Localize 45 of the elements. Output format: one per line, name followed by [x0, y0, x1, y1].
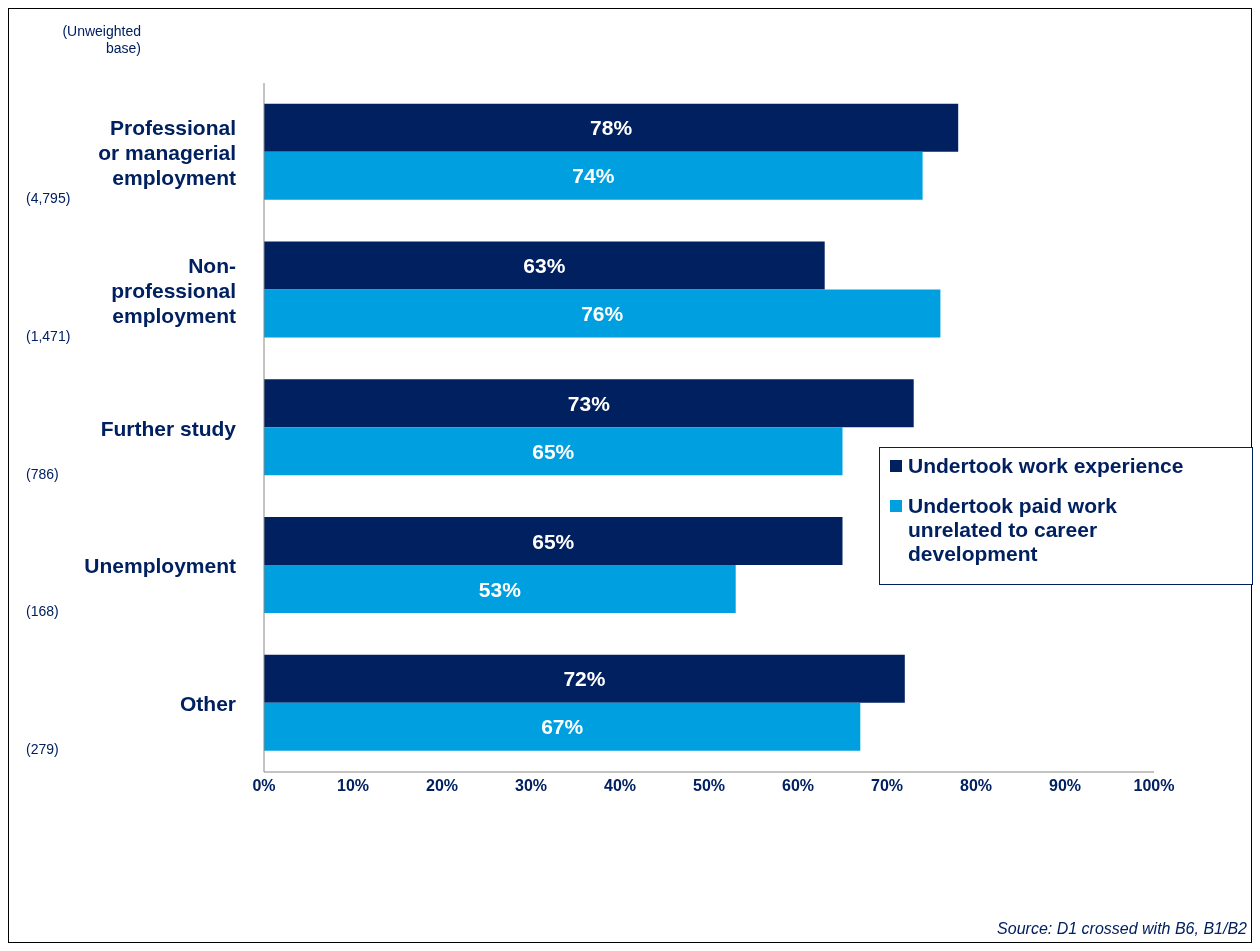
- bar: [264, 289, 941, 338]
- bar: [264, 241, 825, 290]
- text: (279): [26, 741, 59, 758]
- x-tick-label: 80%: [959, 777, 993, 795]
- data-label: 65%: [532, 529, 575, 553]
- text: (1,471): [26, 327, 71, 344]
- legend-label: Undertook work experience: [908, 454, 1184, 478]
- bar: [264, 702, 861, 751]
- data-label: 65%: [532, 439, 575, 463]
- y-tick-label: Other: [179, 691, 236, 715]
- bar: [264, 654, 905, 703]
- data-label: 74%: [572, 164, 615, 188]
- x-tick-label: 70%: [870, 777, 904, 795]
- text: (Unweighted base): [61, 23, 141, 57]
- bar: [264, 151, 923, 200]
- legend-label: Undertook paid work unrelated to career development: [908, 494, 1118, 566]
- y-tick-label: Further study: [100, 416, 237, 439]
- x-tick-label: 60%: [781, 777, 815, 795]
- x-tick-label: 90%: [1048, 777, 1082, 795]
- bar: [264, 103, 959, 152]
- source-note: Source: D1 crossed with B6, B1/B2: [997, 920, 1247, 938]
- x-tick-label: 30%: [514, 777, 548, 795]
- x-tick-label: 50%: [692, 777, 726, 795]
- x-tick-label: 0%: [252, 777, 276, 795]
- x-tick-label: 20%: [425, 777, 459, 795]
- data-label: 67%: [541, 715, 584, 739]
- data-label: 73%: [567, 391, 611, 415]
- text: (168): [26, 603, 59, 620]
- text: (4,795): [26, 189, 71, 206]
- y-tick-label: Non-professional employment: [111, 253, 236, 327]
- y-tick-label: Professional or managerial employment: [98, 115, 236, 189]
- x-tick-label: 10%: [336, 777, 370, 795]
- y-tick-label: Unemployment: [84, 553, 237, 577]
- bar: [264, 427, 843, 476]
- bar: [264, 379, 914, 428]
- data-label: 63%: [523, 253, 566, 277]
- data-label: 53%: [478, 577, 522, 601]
- text: (786): [26, 465, 59, 482]
- bar: [264, 565, 736, 614]
- data-label: 76%: [581, 301, 624, 325]
- data-label: 72%: [563, 667, 606, 691]
- data-label: 78%: [590, 116, 633, 140]
- x-tick-label: 40%: [603, 777, 637, 795]
- bar: [264, 517, 843, 566]
- x-tick-label: 100%: [1133, 777, 1175, 795]
